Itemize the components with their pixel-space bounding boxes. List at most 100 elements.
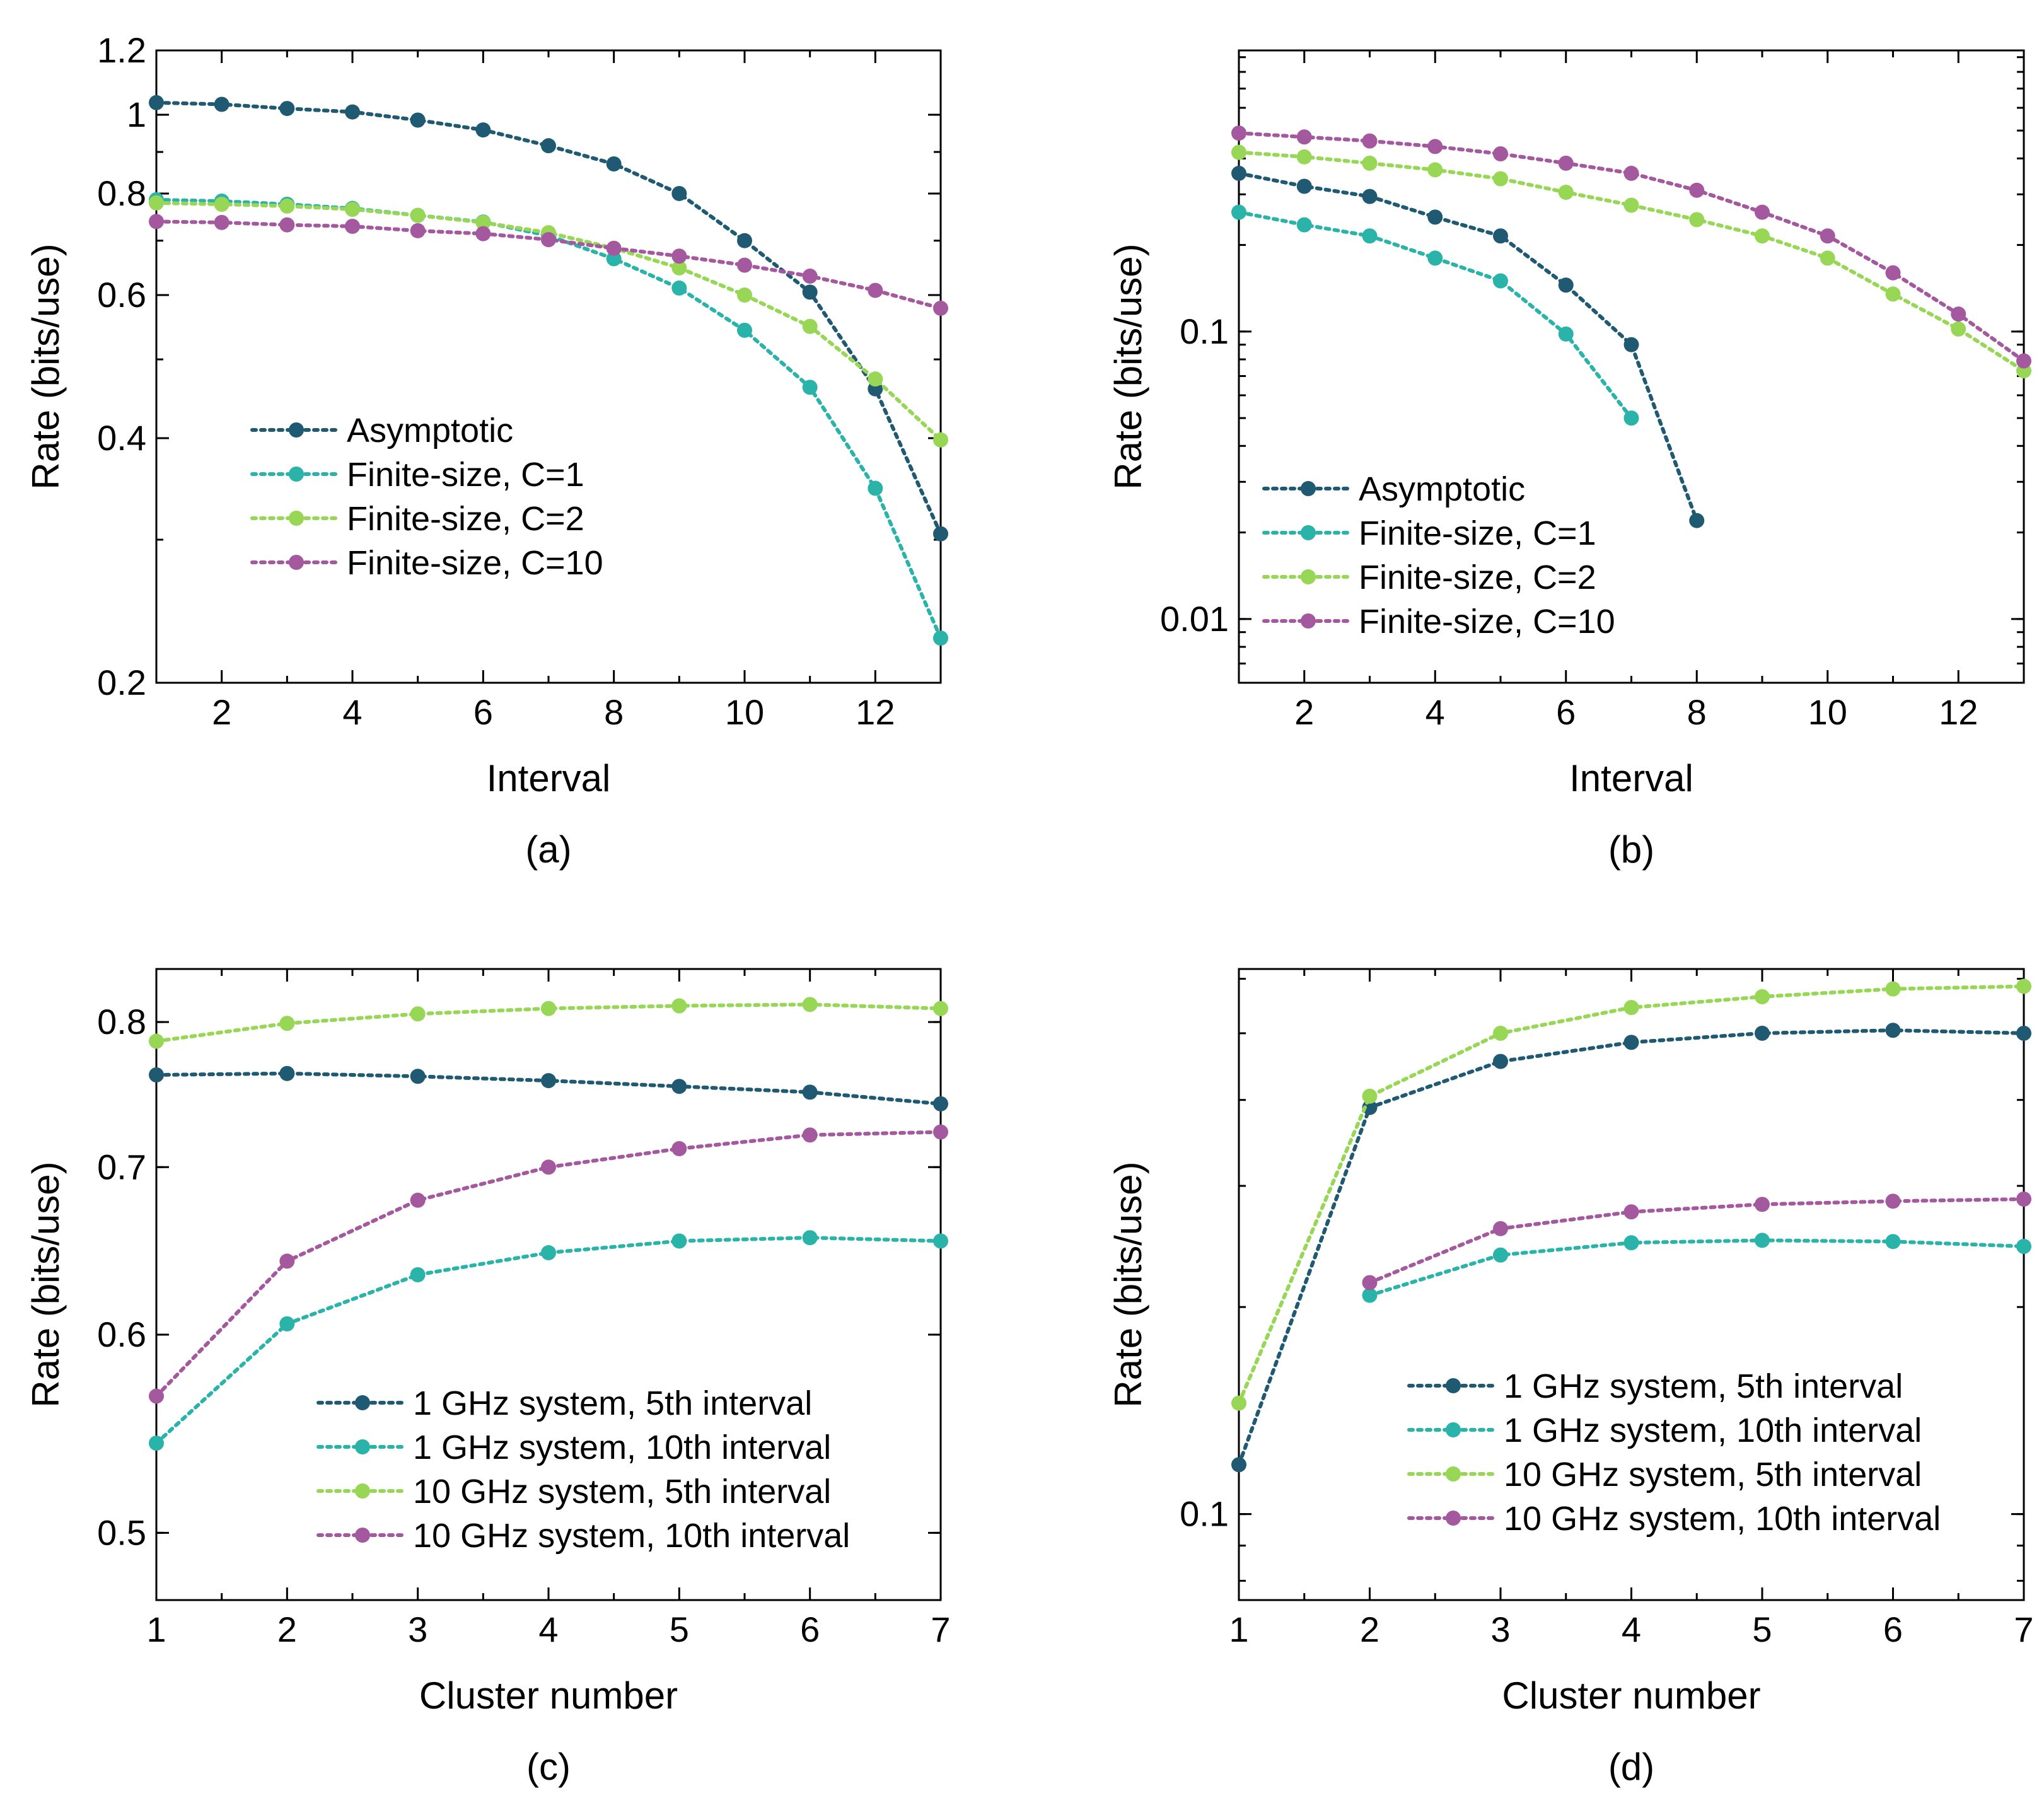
- data-point: [1755, 1025, 1770, 1041]
- data-point: [1493, 1221, 1508, 1236]
- data-point: [1885, 1023, 1901, 1038]
- data-point: [802, 1084, 818, 1100]
- legend-label: 10 GHz system, 5th interval: [413, 1473, 831, 1511]
- data-point: [1885, 286, 1901, 302]
- data-point: [933, 1096, 948, 1111]
- panel-caption: (c): [526, 1746, 571, 1788]
- x-tick-label: 6: [800, 1610, 820, 1649]
- data-point: [1231, 204, 1246, 220]
- data-point: [2016, 353, 2031, 369]
- data-point: [541, 1245, 556, 1261]
- x-axis-label: Cluster number: [419, 1674, 678, 1717]
- data-point: [671, 260, 687, 276]
- legend-label: 10 GHz system, 10th interval: [1504, 1500, 1941, 1538]
- x-tick-label: 5: [1752, 1610, 1772, 1649]
- data-point: [1623, 1000, 1639, 1016]
- data-point: [1493, 146, 1508, 162]
- data-point: [1362, 189, 1378, 204]
- x-tick-label: 8: [1687, 692, 1707, 732]
- y-axis-label: Rate (bits/use): [1107, 243, 1149, 489]
- series-line-2: [1368, 1238, 2026, 1297]
- data-point: [606, 156, 622, 172]
- x-tick-label: 3: [1490, 1610, 1510, 1649]
- legend-label: 10 GHz system, 10th interval: [413, 1517, 850, 1555]
- data-point: [279, 1253, 295, 1269]
- y-tick-label: 0.4: [97, 418, 146, 458]
- legend-marker: [1301, 569, 1316, 584]
- legend-marker: [289, 555, 304, 570]
- data-point: [933, 630, 948, 646]
- legend-marker: [289, 511, 304, 526]
- data-point: [475, 122, 491, 138]
- legend-marker: [1446, 1466, 1461, 1482]
- data-point: [214, 214, 229, 230]
- data-point: [1885, 265, 1901, 281]
- data-point: [1362, 133, 1378, 149]
- data-point: [737, 322, 752, 338]
- x-tick-label: 8: [604, 692, 624, 732]
- plot-frame: [1238, 49, 2025, 684]
- x-tick-label: 1: [146, 1610, 166, 1649]
- x-tick-label: 10: [725, 692, 764, 732]
- legend-label: 1 GHz system, 10th interval: [413, 1429, 831, 1466]
- data-point: [671, 1233, 687, 1249]
- data-point: [933, 300, 948, 316]
- data-point: [149, 1067, 164, 1083]
- data-point: [802, 997, 818, 1012]
- legend-marker: [355, 1395, 370, 1410]
- panel-caption: (a): [525, 828, 571, 871]
- y-tick-label: 0.1: [1180, 1494, 1229, 1534]
- y-axis-label: Rate (bits/use): [1107, 1161, 1149, 1407]
- data-point: [671, 998, 687, 1014]
- panel-caption: (b): [1608, 828, 1654, 871]
- x-tick-label: 5: [670, 1610, 689, 1649]
- y-tick-label: 0.5: [97, 1512, 146, 1552]
- data-point: [1755, 989, 1770, 1005]
- data-point: [1493, 1053, 1508, 1069]
- x-tick-label: 6: [1883, 1610, 1903, 1649]
- y-tick-label: 1: [127, 95, 146, 134]
- data-point: [149, 195, 164, 211]
- x-tick-label: 10: [1808, 692, 1847, 732]
- data-point: [1951, 321, 1966, 337]
- data-point: [737, 287, 752, 303]
- data-point: [1296, 217, 1312, 233]
- chart-panel-d: 1 2 3 4 5 6 7 0.1 Cluster number Rate (bits/use) (…: [1107, 968, 2034, 1788]
- data-point: [1558, 185, 1574, 200]
- data-point: [410, 1006, 426, 1022]
- data-point: [802, 284, 818, 300]
- legend-marker: [355, 1528, 370, 1543]
- x-tick-label: 2: [212, 692, 231, 732]
- data-point: [214, 96, 229, 112]
- data-point: [1231, 125, 1246, 141]
- data-point: [1493, 228, 1508, 244]
- series-line-1: [1237, 171, 1699, 523]
- legend-label: Finite-size, C=2: [347, 500, 584, 538]
- data-point: [933, 432, 948, 448]
- data-point: [2016, 1192, 2031, 1207]
- data-point: [868, 480, 883, 496]
- legend-label: Finite-size, C=2: [1359, 559, 1596, 596]
- series-line-4: [1368, 1197, 2026, 1285]
- data-point: [410, 207, 426, 223]
- data-point: [1623, 1235, 1639, 1251]
- data-point: [1623, 337, 1639, 352]
- data-point: [671, 248, 687, 264]
- x-tick-label: 12: [856, 692, 895, 732]
- x-axis-label: Cluster number: [1502, 1674, 1760, 1717]
- data-point: [1820, 250, 1835, 266]
- data-point: [1558, 326, 1574, 342]
- data-point: [1362, 1275, 1378, 1291]
- legend-label: 1 GHz system, 10th interval: [1504, 1412, 1922, 1449]
- chart-panel-a: 2 4 6 8 10 12 0.2 0.4 0.6 0.8 1 1.2 Interval Rate (bi…: [25, 30, 948, 871]
- data-point: [1755, 1233, 1770, 1248]
- data-point: [671, 1140, 687, 1156]
- data-point: [802, 318, 818, 334]
- data-point: [149, 214, 164, 229]
- data-point: [1689, 513, 1705, 528]
- data-point: [737, 257, 752, 273]
- data-point: [1427, 162, 1443, 178]
- y-tick-label: 0.01: [1160, 599, 1229, 639]
- data-point: [1493, 1247, 1508, 1263]
- legend-marker: [1301, 613, 1316, 629]
